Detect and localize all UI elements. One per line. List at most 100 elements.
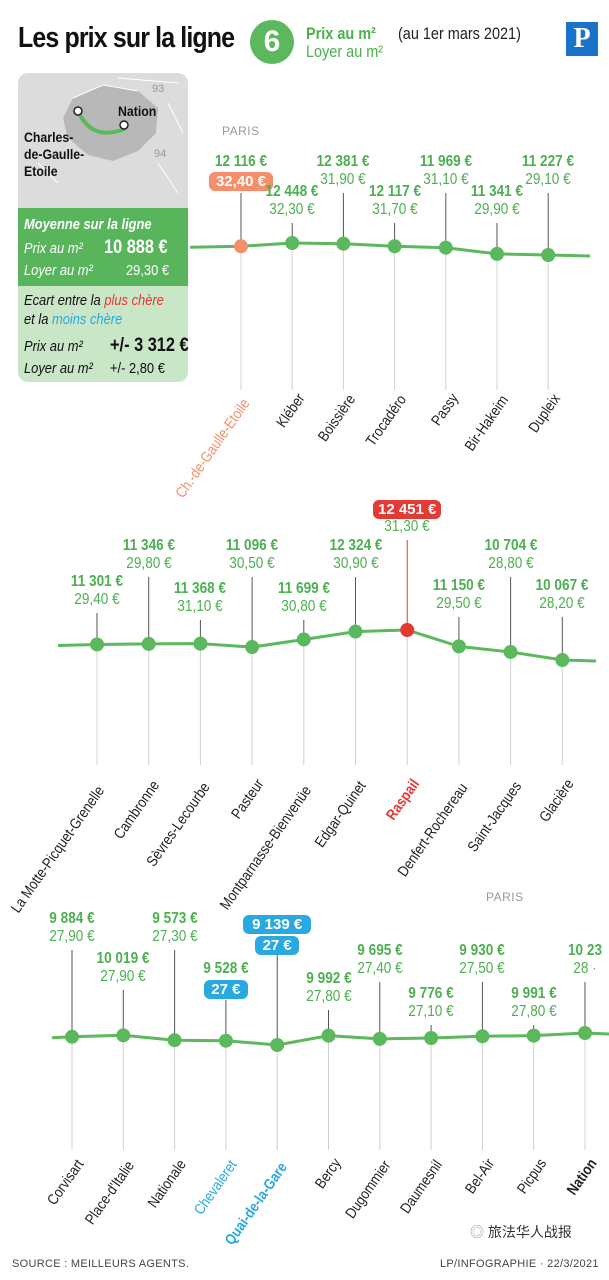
map-label-cdg-1: Charles- bbox=[24, 129, 74, 145]
watermark: ◎ 旅法华人战报 bbox=[470, 1224, 572, 1240]
rent-label-Nation: 28 · bbox=[573, 960, 597, 977]
station-dot-Passy bbox=[438, 240, 453, 255]
credit-note: LP/INFOGRAPHIE · 22/3/2021 bbox=[440, 1258, 599, 1270]
station-dot-Nationale bbox=[167, 1033, 182, 1048]
rent-label-Boissière: 31,90 € bbox=[320, 171, 367, 188]
page-title: Les prix sur la ligne bbox=[18, 22, 235, 54]
legend-rent-label: Loyer au m² bbox=[306, 42, 384, 61]
rent-label-Edgar-Quinet: 30,90 € bbox=[332, 555, 379, 572]
rent-label-Passy: 31,10 € bbox=[423, 171, 469, 188]
station-dot-Dupleix bbox=[541, 248, 556, 262]
gap-box: Ecart entre la plus chère et la moins ch… bbox=[18, 286, 189, 382]
paris-label-top: PARIS bbox=[222, 124, 260, 138]
map-arr-94: 94 bbox=[154, 148, 167, 160]
rent-label-Dugommier: 27,40 € bbox=[357, 960, 403, 977]
paris-label-bottom: PARIS bbox=[486, 890, 524, 904]
rent-label-La Motte-Picquet-Grenelle: 29,40 € bbox=[74, 591, 120, 608]
price-label-Passy: 11 969 € bbox=[419, 153, 472, 170]
price-label-Corvisart: 9 884 € bbox=[49, 910, 95, 927]
price-label-Edgar-Quinet: 12 324 € bbox=[329, 537, 382, 554]
station-dot-Glacière bbox=[555, 653, 570, 667]
wechat-icon: ◎ bbox=[470, 1224, 488, 1240]
gap-line-2: et la moins chère bbox=[24, 311, 123, 328]
station-dot-Chevaleret bbox=[218, 1033, 233, 1048]
station-dot-Bir-Hakeim bbox=[490, 246, 504, 261]
rent-label-Quai-de-la-Gare: 27 € bbox=[255, 936, 300, 955]
map-label-cdg-2: de-Gaulle- bbox=[24, 146, 85, 162]
gap-rent-value: +/- 2,80 € bbox=[110, 360, 165, 377]
price-label-Sèvres-Lecourbe: 11 368 € bbox=[174, 580, 227, 597]
rent-label-Saint-Jacques: 28,80 € bbox=[487, 555, 534, 572]
average-price-value: 10 888 € bbox=[104, 237, 168, 258]
price-label-Bir-Hakeim: 11 341 € bbox=[470, 183, 524, 200]
price-label-Saint-Jacques: 10 704 € bbox=[484, 537, 538, 554]
rent-label-Raspail: 31,30 € bbox=[384, 518, 430, 535]
map-icon bbox=[37, 77, 184, 194]
average-title: Moyenne sur la ligne bbox=[24, 216, 152, 233]
average-price-label: Prix au m² bbox=[24, 240, 83, 257]
rent-label-Daumesnil: 27,10 € bbox=[408, 1003, 454, 1020]
price-label-Trocadéro: 12 117 € bbox=[368, 183, 421, 200]
rent-label-Picpus: 27,80 € bbox=[510, 1003, 557, 1020]
rent-label-Kléber: 32,30 € bbox=[269, 201, 315, 218]
rent-label-Cambronne: 29,80 € bbox=[125, 555, 172, 572]
rent-label-Bir-Hakeim: 29,90 € bbox=[474, 201, 520, 218]
metro-line-badge: 6 bbox=[250, 20, 294, 64]
rent-label-Nationale: 27,30 € bbox=[151, 928, 198, 945]
station-dot-Cambronne bbox=[141, 636, 156, 651]
price-label-Picpus: 9 991 € bbox=[510, 985, 557, 1002]
station-dot-Raspail bbox=[400, 623, 415, 637]
date-label: (au 1er mars 2021) bbox=[398, 24, 521, 43]
price-label-Quai-de-la-Gare: 9 139 € bbox=[243, 915, 312, 934]
rent-label-Chevaleret: 27 € bbox=[203, 980, 248, 999]
station-dot-Bercy bbox=[321, 1028, 336, 1043]
price-line-row-2 bbox=[57, 628, 597, 663]
average-rent-value: 29,30 € bbox=[126, 262, 170, 279]
line-map: Nation Charles- de-Gaulle- Etoile 93 94 bbox=[18, 73, 188, 208]
price-label-Boissière: 12 381 € bbox=[316, 153, 370, 170]
station-dot-Quai-de-la-Gare bbox=[270, 1038, 285, 1052]
price-label-Chevaleret: 9 528 € bbox=[203, 960, 249, 977]
price-label-Dugommier: 9 695 € bbox=[357, 942, 403, 959]
station-dot-Dugommier bbox=[372, 1031, 387, 1046]
average-rent-label: Loyer au m² bbox=[24, 262, 93, 279]
legend-price-label: Prix au m² bbox=[306, 24, 376, 43]
station-dot-Sèvres-Lecourbe bbox=[193, 636, 208, 651]
price-label-Dupleix: 11 227 € bbox=[522, 153, 575, 170]
station-dot-Boissière bbox=[336, 236, 351, 251]
station-dot-Trocadéro bbox=[387, 239, 402, 254]
gap-price-value: +/- 3 312 € bbox=[110, 335, 189, 356]
price-label-Ch.-de-Gaulle-Etoile: 12 116 € bbox=[214, 153, 268, 170]
rent-label-Ch.-de-Gaulle-Etoile: 32,40 € bbox=[209, 172, 273, 191]
price-label-La Motte-Picquet-Grenelle: 11 301 € bbox=[70, 573, 124, 590]
station-dot-Saint-Jacques bbox=[503, 644, 518, 659]
rent-label-Dupleix: 29,10 € bbox=[525, 171, 571, 188]
station-dot-Picpus bbox=[526, 1028, 541, 1043]
price-label-Cambronne: 11 346 € bbox=[122, 537, 175, 554]
price-label-Nationale: 9 573 € bbox=[151, 910, 198, 927]
source-note: SOURCE : MEILLEURS AGENTS. bbox=[12, 1258, 190, 1270]
price-label-Glacière: 10 067 € bbox=[535, 577, 589, 594]
price-label-Bel-Air: 9 930 € bbox=[459, 942, 506, 959]
price-label-Place-d'Italie: 10 019 € bbox=[96, 950, 150, 967]
price-label-Daumesnil: 9 776 € bbox=[408, 985, 454, 1002]
rent-label-Glacière: 28,20 € bbox=[539, 595, 585, 612]
station-dot-Montparnasse-Bienvenüe bbox=[296, 632, 311, 647]
map-label-nation: Nation bbox=[118, 103, 157, 119]
gap-price-label: Prix au m² bbox=[24, 338, 83, 355]
station-dot-Denfert-Rochereau bbox=[451, 639, 466, 654]
price-label-Kléber: 12 448 € bbox=[265, 183, 319, 200]
gap-least-expensive: moins chère bbox=[51, 311, 123, 328]
map-label-cdg-3: Etoile bbox=[24, 163, 58, 179]
rent-label-Place-d'Italie: 27,90 € bbox=[100, 968, 146, 985]
station-dot-La Motte-Picquet-Grenelle bbox=[90, 637, 104, 652]
rent-label-Bel-Air: 27,50 € bbox=[459, 960, 506, 977]
price-label-Pasteur: 11 096 € bbox=[225, 537, 279, 554]
map-arr-93: 93 bbox=[152, 83, 165, 95]
station-dot-Place-d'Italie bbox=[116, 1028, 131, 1043]
average-box: Moyenne sur la ligne Prix au m² 10 888 €… bbox=[18, 208, 188, 286]
gap-rent-label: Loyer au m² bbox=[24, 360, 93, 377]
station-dot-Pasteur bbox=[245, 640, 260, 655]
rent-label-Trocadéro: 31,70 € bbox=[371, 201, 418, 218]
